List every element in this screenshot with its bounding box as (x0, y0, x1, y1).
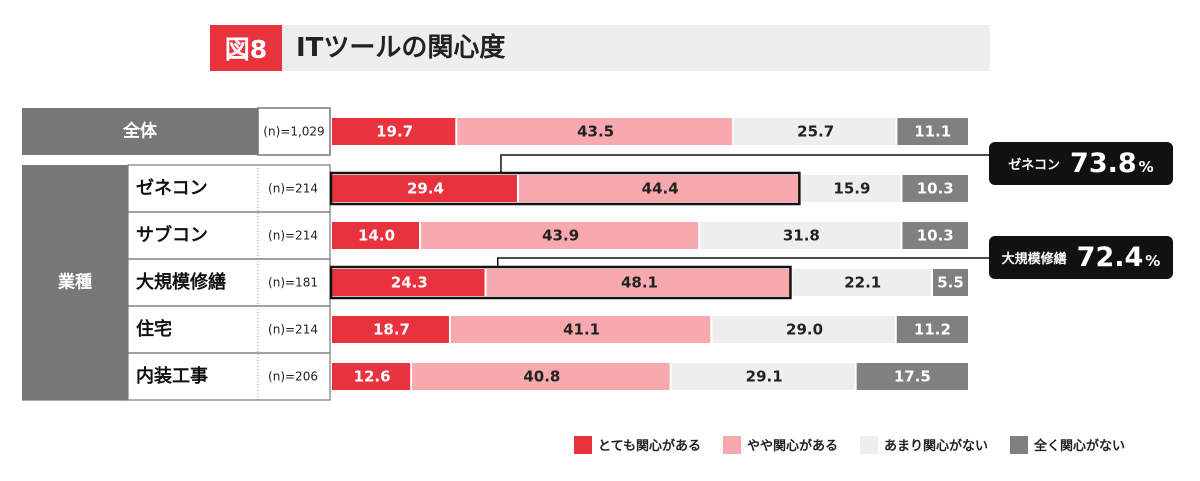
data-label: 29.1 (746, 368, 783, 386)
bar-segment (518, 175, 800, 202)
callout-unit: % (1145, 252, 1161, 270)
highlight-box (329, 171, 801, 206)
bar-segment (792, 269, 932, 296)
data-label: 10.3 (917, 227, 954, 245)
data-label: 41.1 (563, 321, 600, 339)
category-label: 大規模修繕 (136, 271, 226, 293)
callout-label: ゼネコン (1008, 158, 1061, 173)
overall-n-cell (257, 107, 331, 156)
category-label: 全体 (122, 121, 158, 142)
data-label: 44.4 (642, 180, 679, 198)
bar-segment (700, 222, 901, 249)
bar-segment (486, 269, 791, 296)
bar-segment (450, 316, 711, 343)
data-label: 29.0 (786, 321, 823, 339)
legend-label: とても関心がある (598, 439, 701, 454)
sample-size-label: (n)=214 (268, 182, 318, 196)
category-label: ゼネコン (136, 177, 208, 199)
category-label: 内装工事 (136, 365, 208, 387)
data-label: 29.4 (407, 180, 444, 198)
category-label: サブコン (136, 224, 208, 246)
legend-item-not-very-interested: あまり関心がない (859, 435, 988, 454)
legend: とても関心がある やや関心がある あまり関心がない 全く関心がない (574, 435, 1125, 454)
category-label: 住宅 (136, 318, 172, 340)
bar-segment (412, 363, 670, 390)
bar-segment (332, 222, 420, 249)
legend-item-very-interested: とても関心がある (574, 435, 701, 454)
data-label: 25.7 (797, 123, 834, 141)
data-label: 48.1 (621, 274, 658, 292)
bar-segment (457, 118, 732, 145)
highlight-box (329, 265, 792, 300)
data-label: 12.6 (354, 368, 391, 386)
group-label-cell (22, 165, 128, 400)
data-label: 14.0 (358, 227, 395, 245)
data-label: 40.8 (523, 368, 560, 386)
data-label: 31.8 (783, 227, 820, 245)
legend-label: あまり関心がない (883, 439, 988, 454)
legend-swatch (574, 435, 592, 454)
legend-swatch (1010, 435, 1028, 454)
bar-segment (896, 316, 968, 343)
data-label: 10.3 (917, 180, 954, 198)
bar-segment (332, 175, 517, 202)
bar-segment (933, 269, 968, 296)
data-label: 43.5 (577, 123, 614, 141)
data-label: 15.9 (833, 180, 870, 198)
data-label: 11.1 (914, 123, 951, 141)
legend-item-somewhat-interested: やや関心がある (722, 435, 838, 454)
data-label: 22.1 (844, 274, 881, 292)
data-label: 18.7 (373, 321, 410, 339)
callout-value: 72.4 (1076, 242, 1144, 273)
bar-segment (902, 222, 968, 249)
sample-size-label: (n)=181 (268, 276, 318, 290)
bar-segment (332, 118, 456, 145)
category-row-cell (127, 352, 331, 401)
callout-connector (497, 257, 989, 267)
chart-title: ITツールの関心度 (296, 33, 506, 63)
bar-segment (733, 118, 896, 145)
data-label: 19.7 (376, 123, 413, 141)
bar-segment (421, 222, 699, 249)
bar-segment (671, 363, 855, 390)
sample-size-label: (n)=214 (268, 323, 318, 337)
sample-size-label: (n)=206 (268, 370, 318, 384)
legend-item-not-interested: 全く関心がない (1010, 435, 1125, 454)
bar-segment (902, 175, 968, 202)
data-label: 11.2 (914, 321, 951, 339)
data-label: 24.3 (391, 274, 428, 292)
callout-value: 73.8 (1070, 148, 1137, 179)
bar-segment (332, 363, 411, 390)
callout-zenecon: ゼネコン 73.8 % (989, 142, 1173, 185)
bar-segment (856, 363, 968, 390)
sample-size-label: (n)=1,029 (263, 125, 324, 139)
legend-swatch (722, 435, 741, 454)
bar-segment (332, 269, 485, 296)
callout-connector (500, 154, 989, 173)
title-bar (210, 25, 990, 71)
bar-segment (801, 175, 901, 202)
data-label: 5.5 (937, 274, 964, 292)
legend-label: やや関心がある (746, 439, 838, 454)
legend-label: 全く関心がない (1034, 439, 1126, 454)
bar-segment (897, 118, 968, 145)
figure-number-badge: 図8 (210, 25, 282, 71)
bar-segment (712, 316, 895, 343)
sample-size-label: (n)=214 (268, 229, 318, 243)
callout-large-scale-repair: 大規模修繕 72.4 % (989, 236, 1173, 279)
data-label: 17.5 (894, 368, 931, 386)
data-label: 43.9 (542, 227, 579, 245)
callout-label: 大規模修繕 (1001, 252, 1067, 267)
group-label: 業種 (58, 272, 92, 293)
legend-swatch (859, 435, 878, 454)
callout-unit: % (1138, 158, 1154, 176)
overall-label-cell (22, 108, 258, 155)
bar-segment (332, 316, 449, 343)
